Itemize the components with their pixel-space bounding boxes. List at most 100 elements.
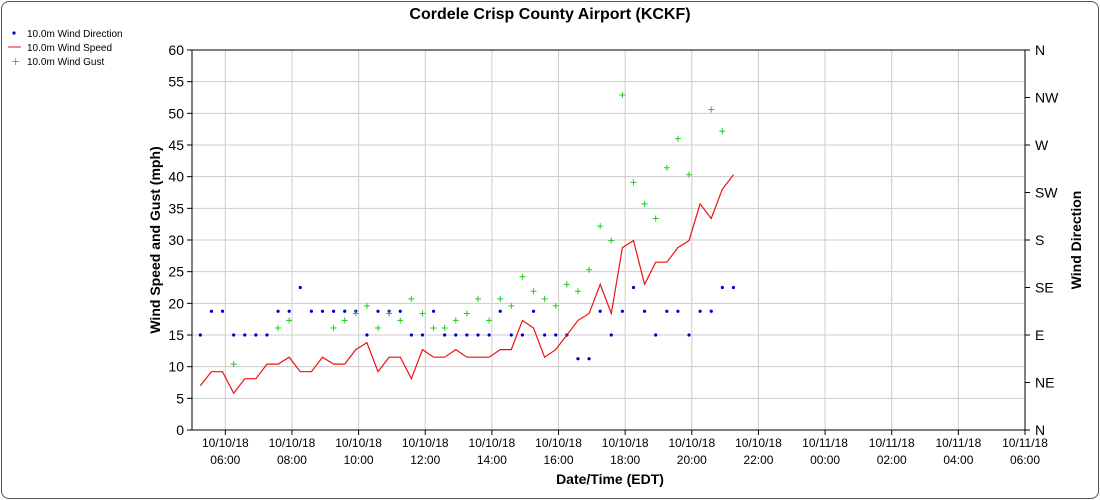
wind-direction-point — [531, 309, 536, 313]
wind-gust-point — [608, 237, 615, 244]
y-tick-label: 35 — [168, 200, 184, 216]
legend-direction-label: 10.0m Wind Direction — [27, 29, 123, 40]
wind-direction-point — [232, 333, 236, 337]
wind-gust-point — [441, 325, 448, 332]
wind-gust-point — [641, 200, 648, 207]
wind-gust-point — [719, 128, 726, 135]
x-axis-ticks: 10/10/18 06:00 10/10/18 08:00 10/10/18 10:00 1… — [202, 430, 1048, 467]
wind-gust-point — [519, 273, 526, 280]
series-wind-direction — [198, 285, 736, 361]
wind-direction-point — [543, 333, 547, 337]
wind-direction-point — [687, 333, 691, 337]
x-tick-time: 16:00 — [544, 453, 574, 467]
wind-gust-point — [574, 288, 581, 295]
wind-direction-point — [720, 285, 724, 290]
y2-tick-label: S — [1035, 232, 1044, 248]
wind-direction-point — [332, 309, 336, 313]
y-tick-label: 30 — [168, 232, 184, 248]
x-tick-time: 12:00 — [410, 453, 440, 467]
x-tick-time: 22:00 — [743, 453, 773, 467]
y-tick-label: 15 — [168, 327, 184, 343]
series-wind-gust — [230, 91, 726, 368]
y-tick-label: 40 — [168, 169, 184, 185]
x-tick-date: 10/10/18 — [535, 436, 582, 450]
legend-direction-marker — [12, 31, 16, 35]
y-tick-label: 45 — [168, 137, 184, 153]
x-tick-date: 10/11/18 — [869, 436, 915, 450]
wind-direction-point — [220, 309, 225, 313]
wind-gust-point — [708, 106, 715, 113]
y2-tick-label: N — [1035, 422, 1045, 438]
legend-gust-label: 10.0m Wind Gust — [27, 57, 104, 68]
wind-direction-point — [665, 309, 669, 313]
x-tick-date: 10/11/18 — [935, 436, 981, 450]
wind-gust-point — [386, 310, 393, 317]
x-tick-time: 02:00 — [877, 453, 907, 467]
wind-direction-point — [731, 285, 736, 290]
wind-gust-point — [330, 325, 337, 332]
wind-direction-point — [309, 309, 313, 313]
wind-gust-point — [397, 317, 404, 324]
wind-gust-point — [508, 302, 515, 309]
wind-gust-point — [530, 288, 537, 295]
wind-direction-point — [587, 357, 591, 361]
y2-axis-title: Wind Direction — [1068, 191, 1084, 290]
y-tick-label: 5 — [176, 390, 184, 406]
x-tick-date: 10/10/18 — [469, 436, 516, 450]
x-tick-date: 10/10/18 — [402, 436, 449, 450]
wind-direction-point — [654, 333, 658, 337]
wind-direction-point — [198, 333, 202, 337]
wind-direction-point — [409, 333, 413, 337]
wind-gust-point — [286, 317, 293, 324]
wind-direction-point — [642, 309, 647, 313]
x-tick-date: 10/10/18 — [602, 436, 649, 450]
wind-direction-point — [443, 333, 447, 337]
wind-direction-point — [520, 333, 525, 337]
wind-direction-point — [431, 309, 436, 313]
wind-gust-point — [497, 295, 504, 302]
x-tick-date: 10/10/18 — [269, 436, 316, 450]
wind-gust-point — [419, 310, 426, 317]
y2-tick-label: SW — [1035, 185, 1058, 201]
y2-tick-label: N — [1035, 42, 1045, 58]
wind-gust-point — [663, 164, 670, 171]
wind-direction-point — [298, 285, 302, 290]
wind-direction-point — [276, 309, 280, 313]
wind-gust-point — [408, 295, 415, 302]
wind-gust-point — [452, 317, 459, 324]
wind-direction-point — [476, 333, 480, 337]
chart-title: Cordele Crisp County Airport (KCKF) — [409, 6, 690, 23]
wind-gust-point — [652, 215, 659, 222]
wind-gust-point — [619, 91, 626, 98]
wind-direction-point — [598, 309, 602, 313]
wind-direction-point — [487, 333, 491, 337]
x-tick-time: 10:00 — [344, 453, 374, 467]
y2-tick-label: SE — [1035, 280, 1054, 296]
legend-speed-label: 10.0m Wind Speed — [27, 43, 112, 54]
y2-axis-ticks: N NE E SE S SW W NW N — [1025, 42, 1059, 438]
wind-gust-point — [563, 281, 570, 288]
wind-gust-point — [686, 171, 693, 178]
wind-direction-point — [398, 309, 402, 313]
wind-direction-point — [698, 309, 702, 313]
y2-tick-label: W — [1035, 137, 1049, 153]
x-tick-date: 10/10/18 — [668, 436, 715, 450]
wind-gust-point — [630, 179, 637, 186]
wind-direction-point — [376, 309, 380, 313]
wind-gust-point — [486, 317, 493, 324]
wind-direction-point — [709, 309, 713, 313]
y2-tick-label: NE — [1035, 375, 1054, 391]
wind-gust-point — [430, 325, 437, 332]
wind-direction-point — [343, 309, 347, 313]
wind-gust-point — [463, 310, 470, 317]
series-wind-speed-line — [199, 174, 734, 395]
grid — [192, 49, 1026, 431]
wind-direction-point — [620, 309, 624, 313]
y2-tick-label: NW — [1035, 90, 1059, 106]
wind-direction-point — [676, 309, 680, 313]
y-tick-label: 60 — [168, 42, 184, 58]
wind-gust-point — [474, 295, 481, 302]
y-tick-label: 0 — [176, 422, 184, 438]
y2-tick-label: E — [1035, 327, 1044, 343]
